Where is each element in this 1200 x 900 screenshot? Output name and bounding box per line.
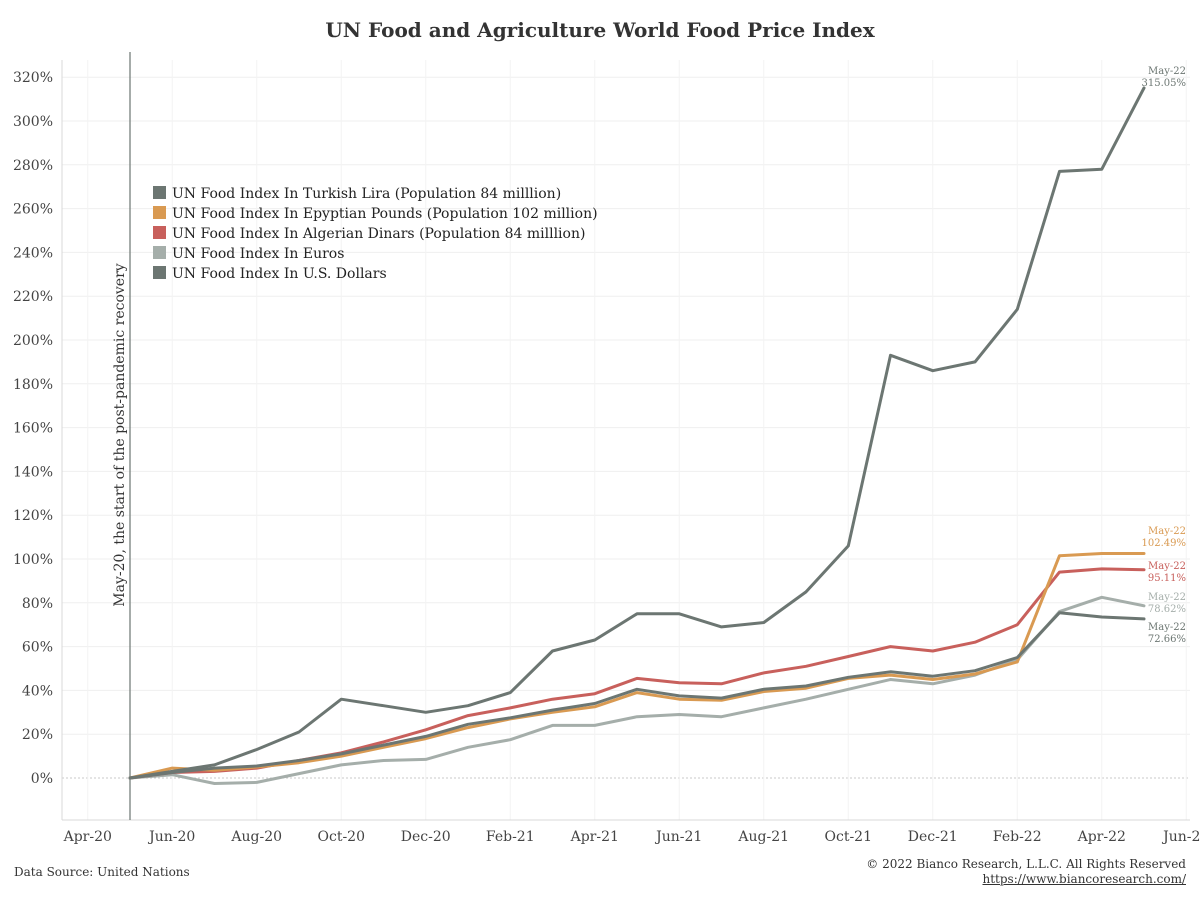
x-tick-label: Aug-20 [230, 829, 282, 845]
series-line-2 [128, 567, 1146, 780]
x-tick-label: Aug-21 [737, 829, 789, 845]
recovery-start-marker: May-20, the start of the post-pandemic r… [112, 52, 131, 820]
x-tick-label: Jun-20 [147, 829, 195, 845]
series-line-4 [128, 611, 1146, 780]
legend-label: UN Food Index In Euros [172, 246, 344, 262]
end-label-value: 78.62% [1148, 604, 1186, 615]
end-labels: May-22315.05%May-22102.49%May-2295.11%Ma… [1142, 66, 1187, 645]
axes: 0% 20% 40% 60% 80% 100% 120% 140% 160% 180% 200% 22… [13, 60, 1200, 845]
legend-swatch [153, 186, 166, 199]
y-tick-label: 0% [31, 771, 53, 787]
y-tick-label: 240% [13, 245, 53, 261]
legend-swatch [153, 266, 166, 279]
y-tick-label: 20% [22, 727, 53, 743]
x-tick-label: Dec-21 [908, 829, 958, 845]
x-tick-label: Apr-22 [1077, 829, 1126, 845]
legend-label: UN Food Index In Turkish Lira (Populatio… [172, 186, 561, 202]
y-tick-label: 100% [13, 552, 53, 568]
y-tick-label: 180% [13, 377, 53, 393]
y-tick-label: 160% [13, 421, 53, 437]
copyright-text: © 2022 Bianco Research, L.L.C. All Right… [866, 857, 1186, 871]
x-tick-label: Jun-21 [654, 829, 702, 845]
gridlines [62, 60, 1190, 820]
y-tick-label: 140% [13, 464, 53, 480]
end-label-value: 315.05% [1142, 78, 1187, 89]
x-tick-label: Oct-21 [825, 829, 873, 845]
y-tick-label: 60% [22, 640, 53, 656]
y-tick-label: 260% [13, 202, 53, 218]
end-label-value: 102.49% [1142, 538, 1187, 549]
x-tick-label: Dec-20 [401, 829, 451, 845]
y-tick-label: 120% [13, 508, 53, 524]
chart-title: UN Food and Agriculture World Food Price… [325, 18, 875, 42]
x-tick-label: Feb-21 [486, 829, 535, 845]
x-tick-label: Apr-20 [63, 829, 112, 845]
legend-label: UN Food Index In Algerian Dinars (Popula… [172, 226, 585, 242]
x-tick-label: Oct-20 [318, 829, 366, 845]
end-label-date: May-22 [1148, 561, 1186, 572]
x-tick-label: Feb-22 [993, 829, 1042, 845]
legend: UN Food Index In Turkish Lira (Populatio… [153, 186, 598, 282]
x-tick-label: Apr-21 [570, 829, 619, 845]
y-tick-label: 300% [13, 114, 53, 130]
y-tick-label: 320% [13, 70, 53, 86]
website-link[interactable]: https://www.biancoresearch.com/ [982, 872, 1186, 886]
x-tick-label: Jun-22 [1161, 829, 1200, 845]
legend-swatch [153, 226, 166, 239]
y-tick-label: 40% [22, 683, 53, 699]
data-source-note: Data Source: United Nations [14, 865, 190, 879]
end-label-date: May-22 [1148, 526, 1186, 537]
end-label-date: May-22 [1148, 66, 1186, 77]
series-lines [128, 86, 1146, 785]
y-tick-label: 220% [13, 289, 53, 305]
recovery-start-label: May-20, the start of the post-pandemic r… [112, 263, 128, 606]
legend-label: UN Food Index In U.S. Dollars [172, 266, 387, 282]
copyright-block: © 2022 Bianco Research, L.L.C. All Right… [866, 857, 1186, 887]
series-line-1 [128, 552, 1146, 780]
legend-swatch [153, 246, 166, 259]
end-label-value: 72.66% [1148, 634, 1186, 645]
end-label-value: 95.11% [1148, 573, 1186, 584]
legend-label: UN Food Index In Epyptian Pounds (Popula… [172, 206, 598, 222]
end-label-date: May-22 [1148, 622, 1186, 633]
series-line-0 [128, 86, 1146, 780]
y-tick-label: 200% [13, 333, 53, 349]
y-tick-label: 80% [22, 596, 53, 612]
legend-swatch [153, 206, 166, 219]
y-tick-label: 280% [13, 158, 53, 174]
end-label-date: May-22 [1148, 592, 1186, 603]
